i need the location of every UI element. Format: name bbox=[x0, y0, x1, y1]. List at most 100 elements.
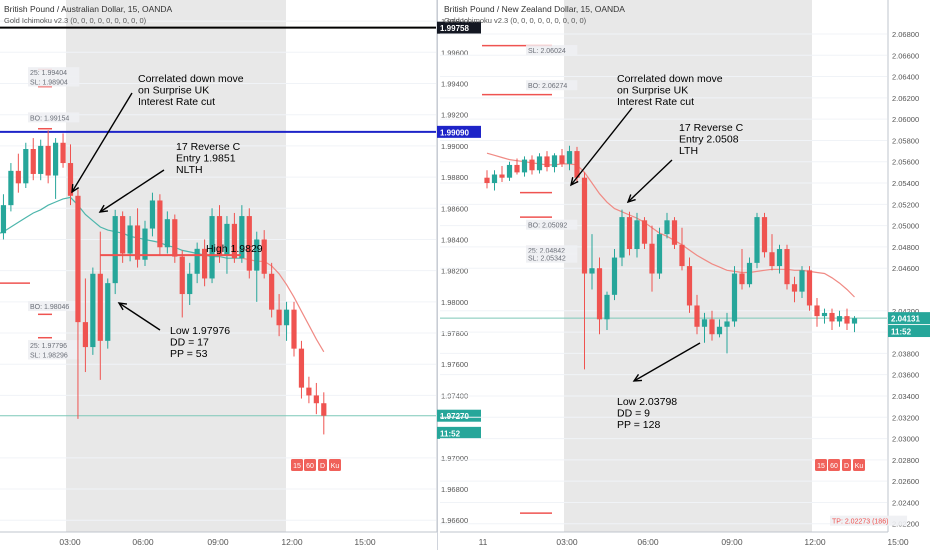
candle-down bbox=[172, 219, 178, 257]
y-tick-label: 1.96800 bbox=[441, 485, 468, 494]
info-label-bg bbox=[526, 80, 578, 91]
candle-down bbox=[581, 177, 588, 274]
annotation-text: Low 1.97976 DD = 17 PP = 53 bbox=[170, 325, 230, 360]
info-label-bg bbox=[28, 76, 80, 87]
y-tick-label: 2.03200 bbox=[892, 413, 919, 422]
candle-up bbox=[164, 219, 170, 248]
annotation-line: on Surprise UK bbox=[617, 85, 688, 97]
y-tick-label: 1.98600 bbox=[441, 204, 468, 213]
price-tag-label: 1.97270 bbox=[440, 412, 469, 421]
candle-up bbox=[0, 205, 7, 234]
arrow-head bbox=[98, 204, 109, 213]
x-tick-label: 03:00 bbox=[556, 537, 578, 547]
candle-down bbox=[844, 316, 850, 324]
candle-down bbox=[216, 216, 223, 256]
y-tick-label: 1.97600 bbox=[441, 360, 468, 369]
info-label-bg bbox=[28, 112, 80, 123]
candle-up bbox=[8, 170, 14, 206]
candle-down bbox=[269, 273, 275, 310]
annotation-line: Low 2.03798 bbox=[617, 396, 677, 408]
candle-down bbox=[814, 305, 820, 317]
y-tick-label: 2.03000 bbox=[892, 435, 919, 444]
candle-up bbox=[821, 312, 828, 317]
chart-right: 1103:0006:0009:0012:0015:002.022002.0240… bbox=[440, 0, 930, 547]
candle-up bbox=[187, 273, 193, 295]
price-tag-bg bbox=[888, 325, 930, 338]
candle-up bbox=[254, 239, 260, 271]
candle-down bbox=[694, 305, 700, 327]
y-tick-label: 2.02400 bbox=[892, 498, 919, 507]
price-tag-green: 11:52 bbox=[437, 426, 481, 439]
info-label: BO: 1.99154 bbox=[30, 115, 69, 122]
info-label: SL: 1.98904 bbox=[30, 80, 68, 87]
info-label: 25: 1.97796 bbox=[30, 343, 67, 350]
chart-title: British Pound / Australian Dollar, 15, O… bbox=[4, 4, 173, 14]
candle-up bbox=[836, 316, 843, 322]
candle-down bbox=[529, 159, 535, 171]
tv-button bbox=[828, 459, 840, 471]
candle-up bbox=[589, 268, 595, 274]
candle-up bbox=[611, 257, 618, 295]
x-tick-label: 03:00 bbox=[59, 537, 81, 547]
x-tick-label: 12:00 bbox=[281, 537, 303, 547]
info-label: 25: 1.99404 bbox=[30, 70, 67, 77]
x-tick-label: 11 bbox=[479, 537, 488, 547]
price-tag-label: 2.04131 bbox=[891, 315, 920, 324]
arrow-head bbox=[71, 183, 80, 194]
annotation-line: Correlated down move bbox=[617, 73, 723, 85]
candle-down bbox=[321, 403, 327, 416]
x-tick-label: 06:00 bbox=[637, 537, 659, 547]
tv-button-label: 15 bbox=[817, 463, 825, 470]
candle-up bbox=[619, 217, 625, 258]
candle-down bbox=[686, 266, 693, 306]
y-tick-label: 1.99600 bbox=[441, 48, 468, 57]
info-label-bg bbox=[830, 515, 908, 526]
candle-up bbox=[38, 145, 44, 174]
arrow-head bbox=[570, 177, 579, 187]
tv-button-label: Ku bbox=[331, 463, 340, 470]
candle-down bbox=[179, 256, 185, 295]
annotation-line: PP = 128 bbox=[617, 419, 660, 431]
candle-up bbox=[604, 294, 610, 320]
candle-up bbox=[53, 142, 59, 176]
info-label: SL: 1.98296 bbox=[30, 352, 68, 359]
price-tag-green: 11:52 bbox=[888, 325, 930, 338]
candle-down bbox=[246, 216, 252, 271]
chart-left: 03:00 06:00 09:00 12:00 15:00 1.96600 1.96800 1… bbox=[0, 0, 481, 547]
price-tag-label: 1.99090 bbox=[440, 128, 469, 137]
y-tick-label: 2.05200 bbox=[892, 200, 919, 209]
info-label-bg bbox=[526, 252, 578, 263]
info-label-bg bbox=[526, 45, 578, 56]
candle-up bbox=[142, 228, 148, 260]
annotation-line: LTH bbox=[679, 145, 698, 157]
candle-up bbox=[491, 174, 498, 184]
price-tag-label: 1.99758 bbox=[440, 24, 469, 33]
annotation-line: Entry 1.9851 bbox=[176, 153, 236, 165]
info-label-bg bbox=[28, 340, 80, 351]
arrow-shaft bbox=[99, 169, 165, 213]
tv-button-label: 60 bbox=[830, 463, 838, 470]
candle-down bbox=[626, 217, 633, 250]
info-label: BO: 2.06274 bbox=[528, 83, 567, 90]
candle-down bbox=[82, 322, 88, 348]
candle-up bbox=[194, 248, 200, 274]
candle-down bbox=[641, 220, 648, 244]
y-tick-label: 1.99000 bbox=[441, 142, 468, 151]
candle-down bbox=[739, 273, 745, 285]
info-label-bg bbox=[28, 67, 80, 78]
arrow-head bbox=[117, 302, 128, 311]
y-tick-label: 1.96600 bbox=[441, 516, 468, 525]
y-tick-label: 2.03600 bbox=[892, 371, 919, 380]
annotation-text: Correlated down move on Surprise UK Intere… bbox=[138, 73, 244, 108]
candle-down bbox=[806, 270, 813, 306]
y-tick-label: 1.98200 bbox=[441, 267, 468, 276]
arrow-shaft bbox=[570, 107, 633, 186]
candle-down bbox=[559, 155, 565, 164]
annotation-line: Low 1.97976 bbox=[170, 325, 230, 337]
tv-button-label: 15 bbox=[293, 463, 301, 470]
y-tick-label: 2.05800 bbox=[892, 136, 919, 145]
annotation-line: on Surprise UK bbox=[138, 85, 209, 97]
candle-down bbox=[791, 284, 798, 292]
annotation-arrow bbox=[626, 159, 673, 204]
candle-up bbox=[776, 249, 783, 267]
